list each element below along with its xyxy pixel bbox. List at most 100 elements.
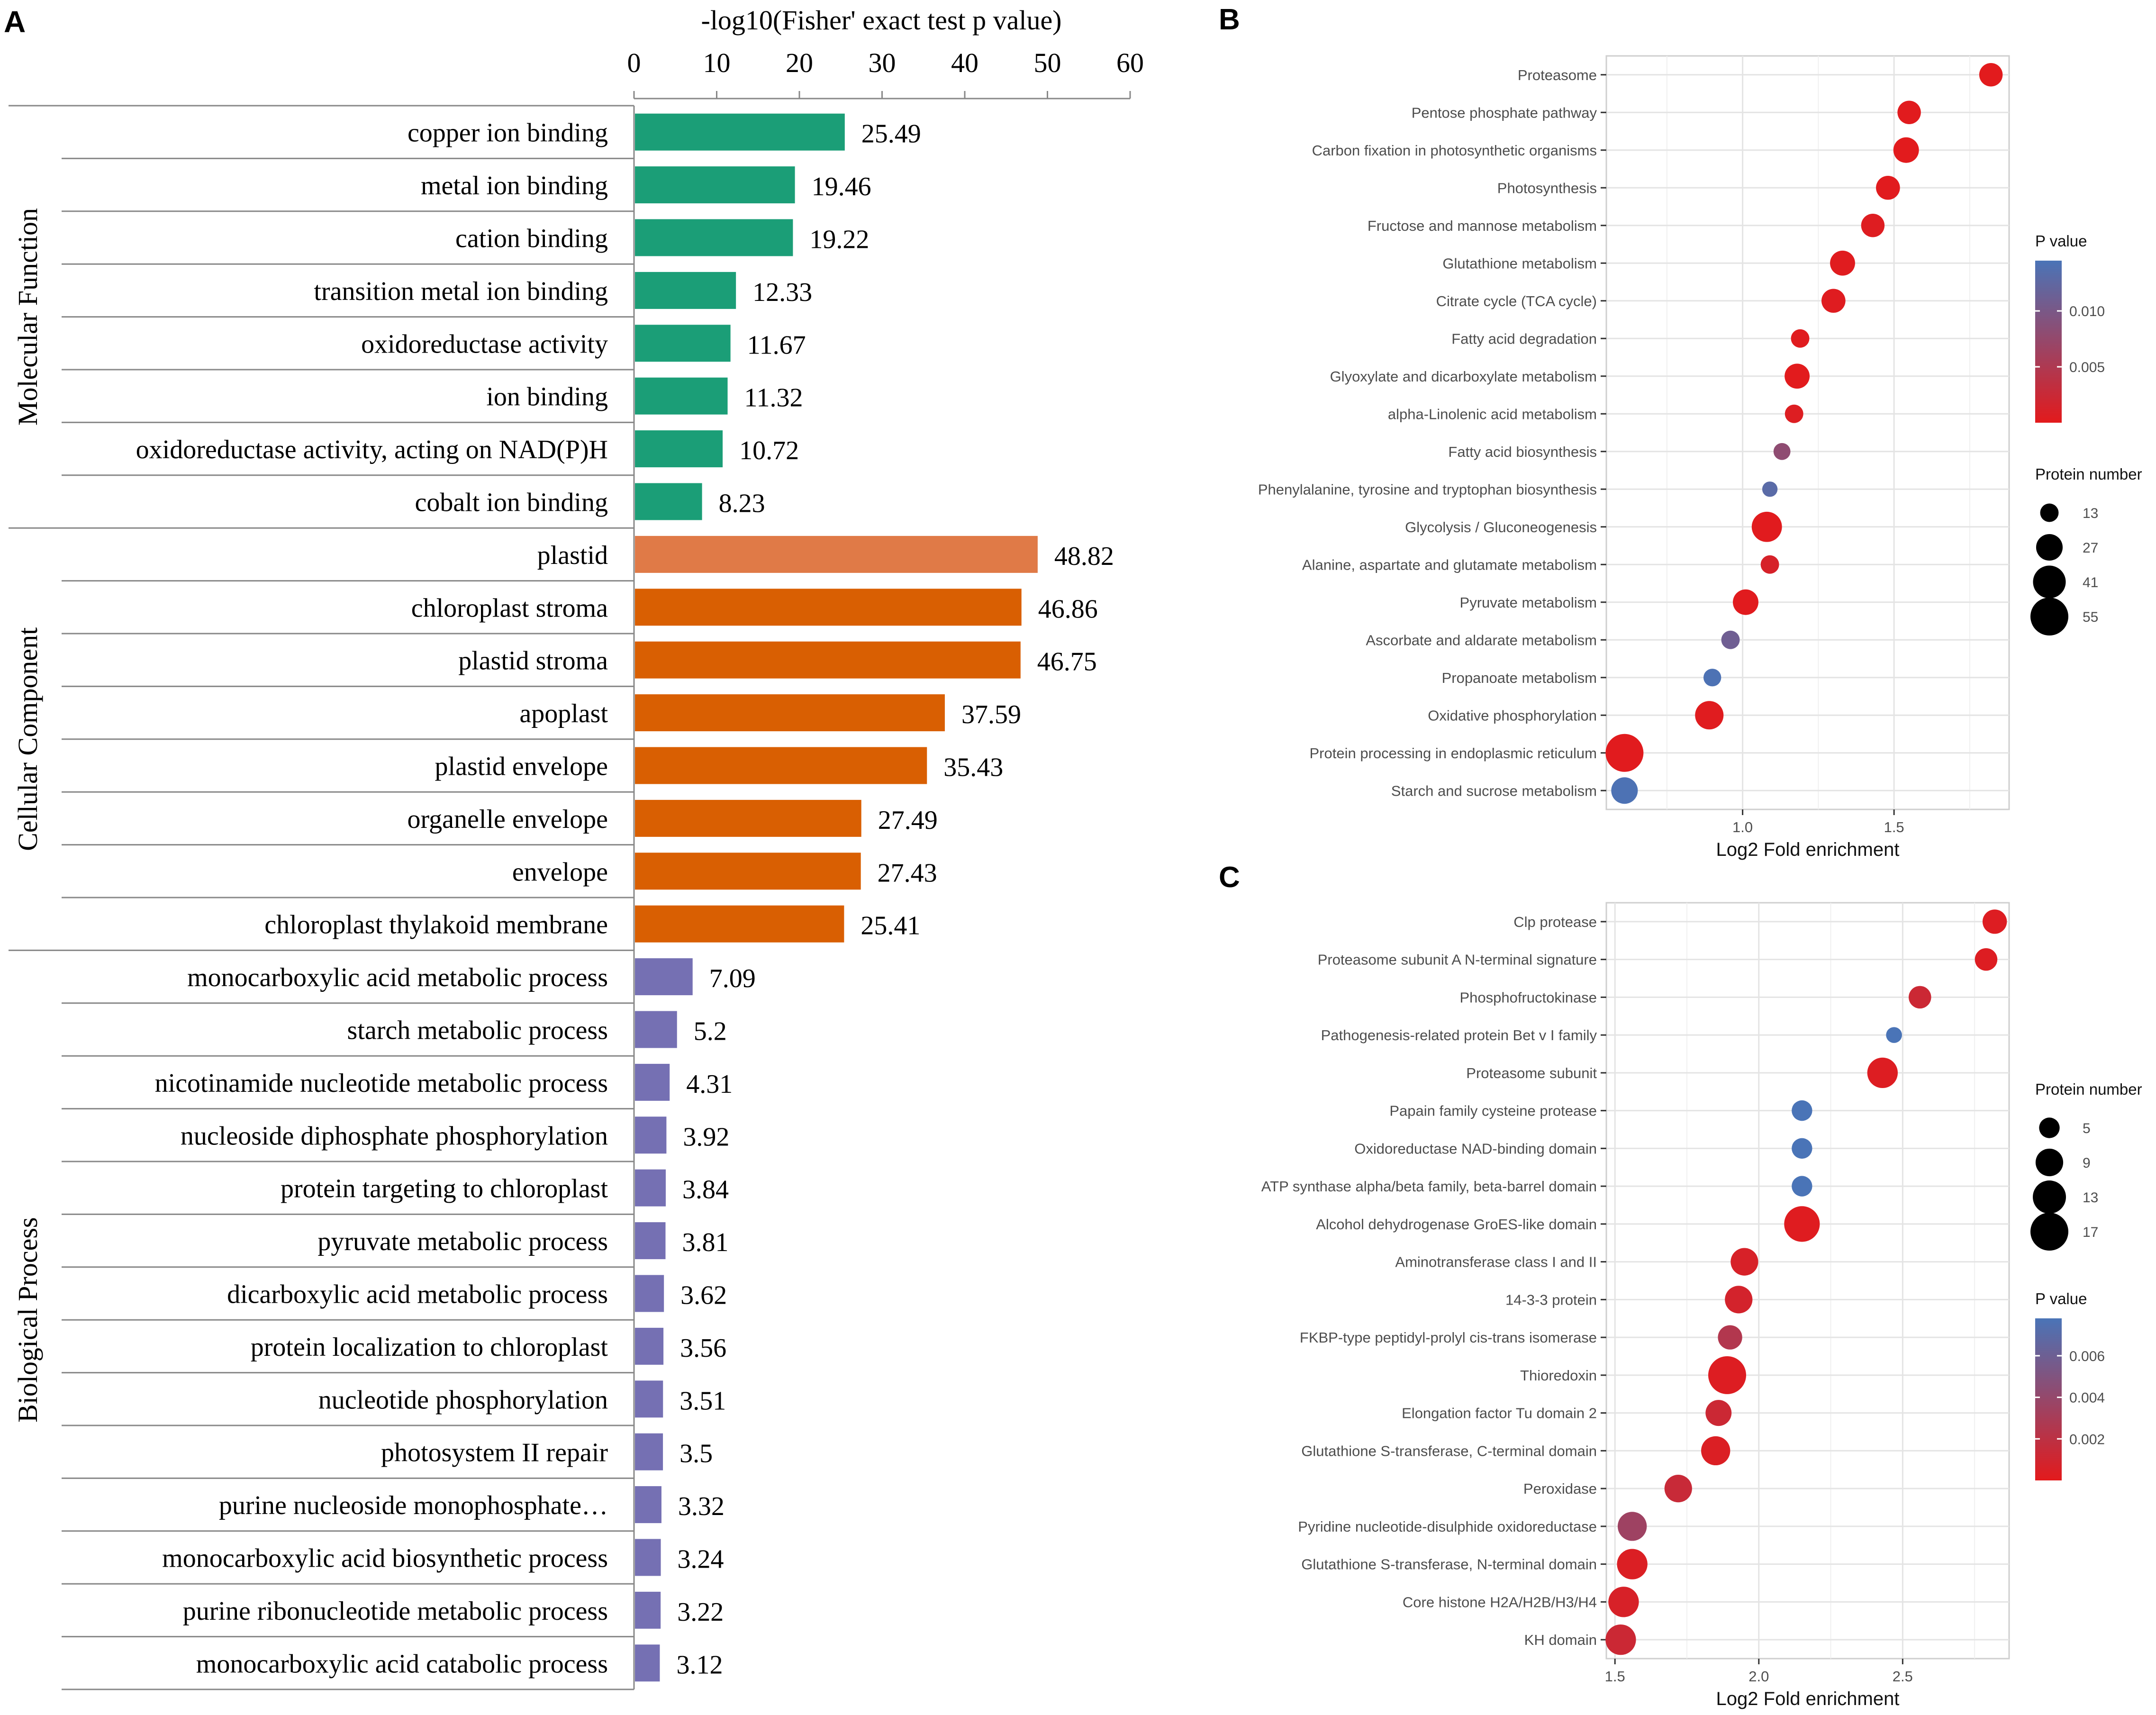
legend-size-label: 13 — [2083, 506, 2098, 521]
x-tick-label: 2.5 — [1893, 1668, 1913, 1685]
colorbar-tick-label: 0.010 — [2069, 304, 2105, 319]
data-point — [1886, 1027, 1902, 1043]
data-label: 3.32 — [678, 1492, 725, 1521]
data-point — [1721, 630, 1740, 649]
data-point — [1975, 948, 1998, 971]
category-label: Alanine, aspartate and glutamate metabol… — [1302, 556, 1597, 573]
category-label: Papain family cysteine protease — [1389, 1103, 1597, 1119]
bar — [635, 1222, 666, 1260]
panel-b-bubble-chart: B Proteasome Pentose phosphate pathway Car… — [1219, 3, 2142, 860]
category-label: Glutathione S-transferase, C-terminal do… — [1301, 1443, 1597, 1459]
data-point — [1703, 669, 1721, 687]
data-label: 3.24 — [678, 1545, 724, 1574]
data-label: 3.51 — [679, 1386, 726, 1416]
colorbar-tick-label: 0.004 — [2069, 1390, 2105, 1406]
bar — [635, 1644, 660, 1682]
legend-size-label: 9 — [2083, 1155, 2091, 1171]
data-point — [1695, 701, 1724, 730]
data-label: 19.46 — [812, 172, 871, 201]
bar — [635, 1486, 661, 1524]
bar — [635, 1275, 664, 1312]
group-label: Cellular Component — [12, 627, 43, 851]
data-point — [1821, 289, 1846, 313]
bar — [635, 1116, 667, 1154]
category-label: protein localization to chloroplast — [251, 1333, 608, 1362]
bar — [635, 694, 945, 732]
category-label: Glycolysis / Gluconeogenesis — [1405, 519, 1597, 535]
data-label: 3.84 — [682, 1175, 729, 1205]
data-point — [1982, 909, 2007, 934]
category-label: apoplast — [519, 699, 608, 728]
category-label: Ascorbate and aldarate metabolism — [1366, 632, 1597, 648]
category-label: transition metal ion binding — [314, 277, 608, 306]
category-label: Alcohol dehydrogenase GroES-like domain — [1316, 1216, 1597, 1233]
data-point — [1730, 1248, 1758, 1276]
bar — [635, 272, 736, 309]
category-label: 14-3-3 protein — [1505, 1291, 1597, 1308]
category-label: Pyruvate metabolism — [1460, 594, 1597, 611]
bar — [635, 1011, 677, 1048]
legend-size-label: 5 — [2083, 1121, 2091, 1136]
bar — [635, 1327, 664, 1365]
category-label: copper ion binding — [408, 118, 608, 148]
x-tick-label: 1.0 — [1732, 819, 1753, 835]
x-tick-label: 30 — [869, 47, 896, 78]
chart-a-title: -log10(Fisher' exact test p value) — [701, 5, 1062, 36]
category-label: Clp protease — [1513, 914, 1597, 930]
data-point — [1792, 1138, 1812, 1159]
data-point — [1760, 555, 1779, 574]
data-point — [1785, 404, 1803, 423]
category-label: pyruvate metabolic process — [317, 1227, 608, 1256]
bar — [635, 166, 795, 204]
data-point — [1876, 175, 1900, 200]
legend-p-title: P value — [2035, 1290, 2087, 1307]
data-label: 4.31 — [686, 1070, 733, 1099]
data-point — [1751, 511, 1782, 542]
category-label: oxidoreductase activity, acting on NAD(P… — [136, 435, 608, 464]
category-label: Proteasome subunit A N-terminal signatur… — [1318, 952, 1597, 968]
data-point — [1785, 363, 1810, 389]
data-point — [1608, 1587, 1639, 1617]
data-label: 10.72 — [739, 436, 799, 465]
x-axis-title: Log2 Fold enrichment — [1716, 839, 1900, 860]
legend-size-marker — [2035, 1148, 2064, 1177]
bar — [635, 377, 728, 415]
category-label: cation binding — [455, 224, 608, 254]
legend-size-marker — [2030, 598, 2068, 635]
data-label: 46.75 — [1037, 647, 1097, 677]
bar — [635, 1539, 661, 1576]
data-point — [1773, 443, 1791, 460]
category-label: starch metabolic process — [347, 1016, 608, 1045]
category-label: Elongation factor Tu domain 2 — [1402, 1405, 1597, 1422]
data-point — [1605, 1624, 1636, 1655]
category-label: Phosphofructokinase — [1459, 989, 1597, 1006]
category-label: plastid envelope — [435, 752, 608, 781]
x-tick-label: 0 — [627, 47, 641, 78]
category-label: envelope — [512, 857, 608, 887]
x-tick-label: 10 — [703, 47, 731, 78]
data-label: 11.32 — [744, 383, 803, 413]
data-point — [1830, 250, 1855, 276]
data-point — [1861, 214, 1885, 237]
category-label: chloroplast thylakoid membrane — [264, 910, 608, 940]
category-label: Carbon fixation in photosynthetic organi… — [1312, 142, 1597, 159]
category-label: Citrate cycle (TCA cycle) — [1436, 293, 1597, 309]
group-label: Molecular Function — [12, 208, 43, 426]
plot-border — [1605, 902, 2010, 1660]
data-point — [1897, 100, 1921, 124]
category-label: monocarboxylic acid catabolic process — [196, 1649, 608, 1679]
x-tick-label: 2.0 — [1748, 1668, 1769, 1685]
group-label: Biological Process — [12, 1217, 43, 1423]
category-label: Fructose and mannose metabolism — [1368, 218, 1597, 234]
bar — [635, 853, 861, 890]
category-label: chloroplast stroma — [411, 593, 608, 623]
data-point — [1909, 986, 1931, 1009]
chart-c-legend: Protein number 5 9 13 17 P value 0.002 0.004 0.0… — [2030, 1080, 2142, 1480]
category-label: cobalt ion binding — [415, 488, 608, 517]
bar — [635, 799, 861, 837]
data-label: 25.41 — [861, 911, 920, 941]
data-point — [1611, 777, 1638, 804]
category-label: Glyoxylate and dicarboxylate metabolism — [1330, 368, 1597, 385]
data-label: 3.56 — [680, 1334, 726, 1363]
